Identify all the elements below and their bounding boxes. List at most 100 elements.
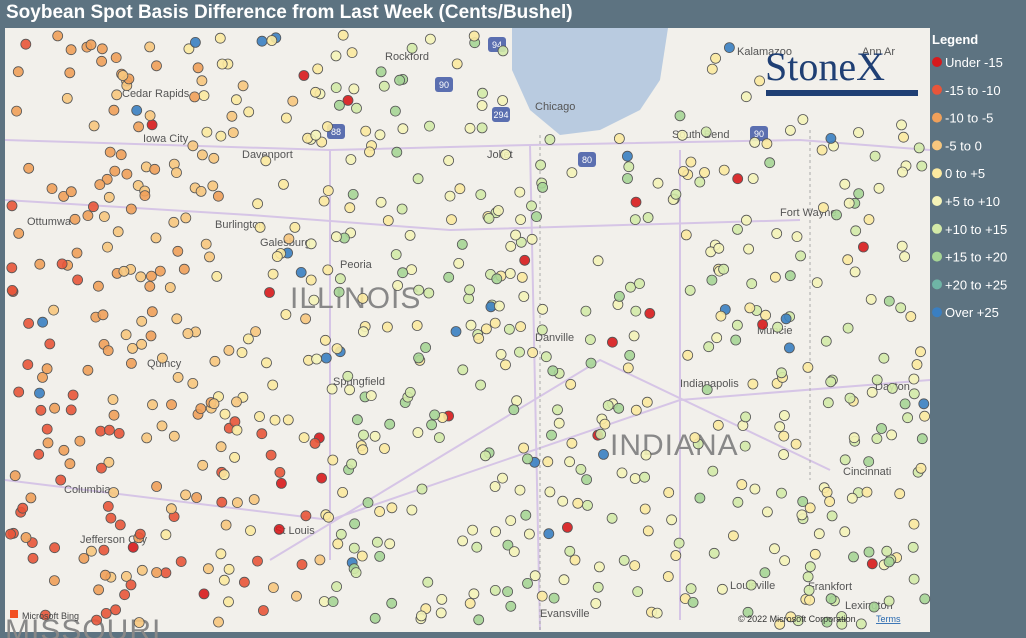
location-dot bbox=[360, 125, 372, 137]
location-dot bbox=[156, 420, 168, 432]
location-dot bbox=[622, 150, 633, 162]
location-dot bbox=[91, 614, 102, 626]
location-dot bbox=[803, 584, 815, 596]
legend-label: 0 to +5 bbox=[945, 166, 985, 181]
location-dot bbox=[557, 495, 569, 507]
location-dot bbox=[694, 492, 706, 504]
location-dot bbox=[774, 618, 786, 630]
location-dot bbox=[537, 303, 548, 315]
location-dot bbox=[511, 395, 522, 407]
location-dot bbox=[919, 410, 930, 422]
location-dot bbox=[374, 129, 386, 141]
location-dot bbox=[102, 345, 114, 357]
location-dot bbox=[23, 317, 35, 329]
city-label: Chicago bbox=[535, 101, 575, 113]
location-dot bbox=[623, 161, 635, 173]
location-dot bbox=[902, 412, 913, 424]
city-label: Ann Ar bbox=[862, 46, 895, 58]
location-dot bbox=[585, 357, 597, 369]
location-dot bbox=[757, 319, 768, 330]
location-dot bbox=[908, 573, 920, 585]
location-dot bbox=[846, 492, 858, 504]
location-dot bbox=[356, 550, 368, 562]
location-dot bbox=[711, 332, 723, 344]
location-dot bbox=[227, 127, 239, 139]
location-dot bbox=[446, 214, 457, 226]
location-dot bbox=[382, 215, 394, 226]
location-dot bbox=[74, 435, 86, 447]
location-dot bbox=[475, 189, 487, 201]
location-dot bbox=[630, 305, 642, 317]
location-dot bbox=[465, 319, 477, 331]
location-dot bbox=[65, 186, 77, 198]
location-dot bbox=[504, 268, 516, 279]
location-dot bbox=[6, 262, 18, 274]
location-dot bbox=[280, 309, 292, 320]
location-dot bbox=[863, 214, 875, 225]
location-dot bbox=[632, 586, 644, 597]
location-dot bbox=[774, 421, 786, 433]
location-dot bbox=[771, 228, 783, 239]
city-label: Burlington bbox=[215, 219, 265, 231]
location-dot bbox=[553, 417, 565, 429]
location-dot bbox=[907, 541, 919, 553]
location-dot bbox=[65, 44, 77, 56]
legend-title: Legend bbox=[932, 32, 978, 47]
location-dot bbox=[899, 251, 910, 263]
highway-number: 294 bbox=[493, 110, 508, 120]
location-dot bbox=[780, 313, 792, 325]
city-label: Rockford bbox=[385, 51, 429, 63]
location-dot bbox=[443, 271, 455, 283]
location-dot bbox=[670, 188, 682, 200]
location-dot bbox=[391, 146, 403, 158]
location-dot bbox=[457, 364, 469, 376]
location-dot bbox=[821, 616, 833, 628]
location-dot bbox=[252, 555, 263, 567]
location-dot bbox=[231, 396, 242, 408]
location-dot bbox=[204, 251, 215, 263]
location-dot bbox=[298, 70, 310, 81]
location-dot bbox=[515, 321, 526, 333]
terms-link[interactable]: Terms bbox=[876, 614, 901, 624]
location-dot bbox=[103, 456, 115, 468]
location-dot bbox=[778, 430, 790, 442]
location-dot bbox=[905, 311, 917, 322]
location-dot bbox=[848, 432, 860, 444]
location-dot bbox=[736, 479, 748, 490]
location-dot bbox=[500, 149, 512, 161]
location-dot bbox=[895, 302, 907, 314]
location-dot bbox=[685, 156, 697, 168]
location-dot bbox=[797, 114, 809, 125]
location-dot bbox=[886, 429, 897, 441]
location-dot bbox=[713, 242, 725, 254]
location-dot bbox=[772, 321, 783, 333]
location-dot bbox=[694, 176, 706, 188]
location-dot bbox=[379, 443, 390, 454]
location-dot bbox=[732, 319, 743, 331]
location-dot bbox=[581, 474, 592, 486]
legend-swatch bbox=[932, 196, 942, 206]
location-dot bbox=[55, 474, 67, 486]
location-dot bbox=[497, 472, 508, 484]
location-dot bbox=[535, 159, 546, 171]
highway-number: 94 bbox=[492, 40, 502, 50]
location-dot bbox=[37, 316, 48, 328]
location-dot bbox=[706, 274, 718, 286]
location-dot bbox=[522, 453, 533, 465]
location-dot bbox=[71, 247, 83, 259]
city-label: Indianapolis bbox=[680, 378, 739, 390]
location-dot bbox=[219, 408, 231, 420]
location-dot bbox=[197, 459, 209, 471]
location-dot bbox=[183, 43, 195, 55]
location-dot bbox=[42, 437, 54, 449]
location-dot bbox=[327, 454, 339, 466]
location-dot bbox=[58, 444, 70, 456]
location-dot bbox=[590, 598, 602, 609]
location-dot bbox=[746, 278, 758, 290]
location-dot bbox=[99, 211, 110, 223]
location-dot bbox=[254, 221, 266, 233]
location-dot bbox=[348, 542, 360, 554]
location-dot bbox=[919, 593, 931, 605]
location-dot bbox=[107, 394, 119, 405]
